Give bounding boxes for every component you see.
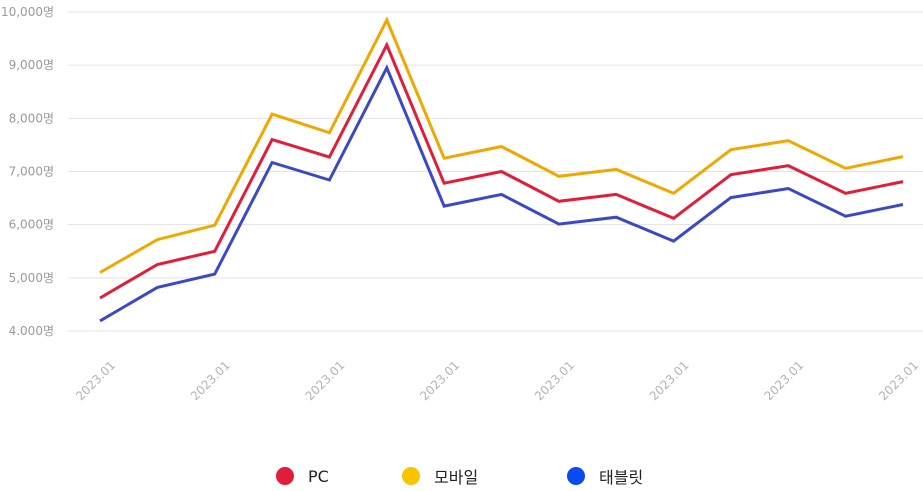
series-line-모바일 (99, 16, 904, 274)
legend-label: 모바일 (434, 468, 479, 487)
legend-item-pc[interactable]: PC (276, 461, 329, 491)
series-layer (99, 16, 904, 323)
y-tick-label: 6,000명 (9, 218, 54, 232)
x-tick-label: 2023.01 (303, 358, 348, 403)
y-tick-label: 4.000명 (9, 324, 54, 338)
legend-item-tablet[interactable]: 태블릿 (567, 461, 643, 491)
y-tick-label: 9,000명 (9, 58, 54, 72)
legend-dot-icon (402, 467, 420, 485)
x-tick-label: 2023.01 (188, 358, 233, 403)
x-tick-label: 2023.01 (647, 358, 692, 403)
x-tick-label: 2023.01 (532, 358, 577, 403)
legend: PC 모바일 태블릿 (0, 461, 923, 491)
y-tick-label: 8,000명 (9, 111, 54, 125)
x-tick-label: 2023.01 (876, 358, 921, 403)
legend-item-mobile[interactable]: 모바일 (402, 461, 478, 491)
legend-label: 태블릿 (599, 468, 644, 487)
legend-dot-icon (567, 467, 585, 485)
legend-dot-icon (276, 467, 294, 485)
x-axis: 2023.01 2023.01 2023.01 2023.01 2023.01 2023.… (73, 358, 921, 403)
legend-label: PC (308, 466, 329, 486)
y-tick-label: 7,000명 (9, 165, 54, 179)
grid-layer (68, 11, 923, 332)
line-chart: 4.000명 5,000명 6,000명 7,000명 8,000명 9,000명 10,0… (1, 5, 923, 403)
x-tick-label: 2023.01 (417, 358, 462, 403)
x-tick-label: 2023.01 (73, 358, 118, 403)
x-tick-label: 2023.01 (761, 358, 806, 403)
y-tick-label: 10,000명 (1, 5, 54, 19)
series-line-PC (99, 41, 904, 300)
y-axis: 4.000명 5,000명 6,000명 7,000명 8,000명 9,000명 10,0… (1, 5, 54, 338)
y-tick-label: 5,000명 (9, 271, 54, 285)
series-line-태블릿 (99, 64, 904, 323)
